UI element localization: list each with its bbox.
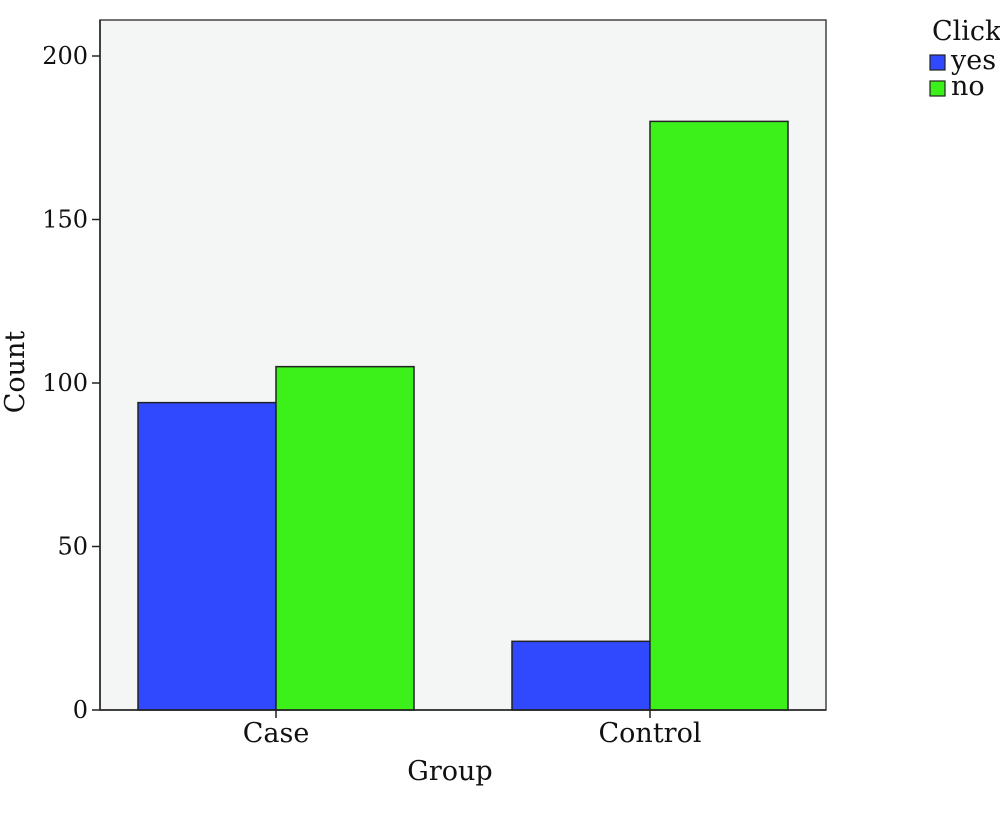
y-axis: 0 50 100 150 200	[42, 20, 101, 724]
legend-title: Click	[932, 16, 1000, 47]
x-axis: Case Control	[100, 709, 826, 749]
bar-case-no	[275, 365, 415, 711]
legend-swatch-yes	[929, 54, 946, 71]
legend-label-yes: yes	[950, 45, 996, 76]
legend-label-no: no	[951, 71, 985, 102]
y-tick-label: 100	[42, 369, 88, 397]
bar-control-yes	[511, 640, 651, 711]
x-tick-label-control: Control	[599, 718, 702, 749]
x-axis-title: Group	[407, 756, 492, 787]
y-tick-label: 50	[57, 533, 88, 561]
bars-layer	[137, 120, 789, 711]
y-tick-label: 200	[42, 42, 88, 70]
y-tick-label: 0	[73, 696, 88, 724]
x-tick-label-case: Case	[243, 718, 310, 749]
bar-case-yes	[137, 401, 277, 711]
y-axis-title: Count	[0, 331, 31, 414]
y-tick-label: 150	[42, 206, 88, 234]
legend-swatch-no	[929, 80, 946, 97]
bar-control-no	[649, 120, 789, 711]
